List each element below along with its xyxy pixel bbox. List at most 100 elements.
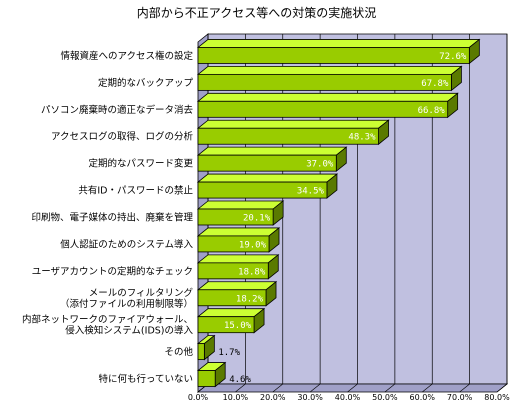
value-label: 15.0%	[224, 321, 252, 331]
category-label-line: 共有ID・パスワードの禁止	[78, 185, 193, 197]
chart-title: 内部から不正アクセス等への対策の実施状況	[136, 6, 377, 20]
bar-front	[197, 289, 267, 307]
bar-front	[197, 262, 269, 280]
bar-top	[196, 119, 390, 129]
floor-gridline	[309, 383, 321, 393]
bars: 72.6% 67.8% 66.8% 48.3% 37.0% 34.5% 20.1% 19.0%…	[196, 38, 481, 388]
bar-top	[196, 308, 266, 318]
category-label-line: アクセスログの取得、ログの分析	[51, 131, 194, 143]
bar: 1.7%	[196, 334, 241, 361]
x-tick-label: 40.0%	[335, 393, 361, 401]
category-labels: 情報資産へのアクセス権の設定定期的なバックアップパソコン廃棄時の適正なデータ消去…	[22, 50, 194, 385]
category-label-line: 侵入検知システム(IDS)の導入	[65, 325, 193, 337]
category-label-line: 印刷物、電子媒体の持出、廃棄を管理	[31, 212, 193, 224]
bar: 48.3%	[196, 119, 390, 146]
category-label: 定期的なパスワード変更	[88, 158, 193, 170]
bar-top	[196, 39, 481, 48]
value-label: 34.5%	[297, 187, 325, 197]
value-label: 1.7%	[218, 348, 240, 358]
bar: 34.5%	[196, 173, 339, 199]
floor-gridline	[422, 383, 433, 393]
value-label: 37.0%	[306, 160, 334, 170]
category-label-line: （添付ファイルの利用制限等）	[60, 298, 193, 310]
floor-gridline	[496, 383, 508, 393]
category-label: 個人認証のためのシステム導入	[60, 238, 193, 250]
category-label: 定期的なバックアップ	[98, 77, 194, 89]
bar-top	[196, 65, 463, 75]
category-label: 内部ネットワークのファイアウォール、侵入検知システム(IDS)の導入	[22, 314, 194, 337]
floor-gridline	[347, 383, 358, 393]
category-label: ユーザアカウントの定期的なチェック	[32, 265, 193, 277]
x-tick-label: 50.0%	[372, 393, 398, 401]
value-label: 4.6%	[229, 375, 251, 385]
value-label: 18.8%	[238, 267, 266, 277]
x-tick-labels: 0.0% 10.0% 20.0% 30.0% 40.0% 50.0% 60.0% 70.0% 8…	[188, 393, 510, 401]
value-label: 18.2%	[236, 294, 264, 304]
bar-top	[196, 227, 281, 237]
bar-front	[197, 181, 328, 199]
category-label-line: 特に何も行っていない	[98, 373, 193, 385]
value-label: 66.8%	[418, 106, 446, 116]
value-label: 19.0%	[239, 240, 267, 250]
x-tick-label: 20.0%	[260, 393, 286, 401]
x-tick-label: 10.0%	[223, 393, 249, 401]
category-label-line: その他	[164, 346, 193, 358]
x-tick-label: 60.0%	[410, 393, 436, 401]
category-label: パソコン廃棄時の適正なデータ消去	[41, 104, 194, 116]
category-label-line: 定期的なバックアップ	[98, 77, 194, 89]
x-tick-label: 0.0%	[188, 393, 209, 401]
bar: 66.8%	[196, 92, 459, 119]
bar: 18.8%	[196, 254, 280, 280]
bar: 4.6%	[196, 361, 251, 388]
floor-gridline	[272, 383, 283, 393]
bar-front	[197, 370, 216, 387]
category-label: その他	[164, 346, 193, 358]
value-label: 72.6%	[439, 52, 467, 62]
bar: 19.0%	[196, 227, 281, 253]
category-label-line: 定期的なパスワード変更	[88, 158, 193, 170]
bar-front	[197, 47, 470, 64]
bar-front	[197, 316, 255, 334]
bar-front	[197, 343, 205, 361]
bar-top	[196, 200, 285, 210]
x-tick-label: 30.0%	[297, 393, 323, 401]
bar-front	[197, 73, 452, 91]
category-label-line: メールのフィルタリング	[89, 287, 194, 299]
bar-top	[196, 281, 278, 291]
bar-front	[197, 208, 274, 226]
bar-front	[197, 100, 449, 118]
category-label-line: 情報資産へのアクセス権の設定	[60, 50, 193, 62]
bar-front	[197, 154, 337, 172]
floor-gridline	[459, 383, 470, 393]
bar-top	[196, 146, 348, 156]
bar: 20.1%	[196, 200, 285, 226]
category-label: 特に何も行っていない	[98, 373, 193, 385]
value-label: 48.3%	[348, 133, 376, 143]
x-tick-label: 80.0%	[484, 393, 510, 401]
bar: 18.2%	[196, 280, 278, 307]
bar: 67.8%	[196, 65, 463, 92]
category-label-line: パソコン廃棄時の適正なデータ消去	[41, 104, 194, 116]
category-label: メールのフィルタリング（添付ファイルの利用制限等）	[60, 287, 194, 310]
value-label: 67.8%	[421, 79, 449, 89]
bar-top	[196, 92, 459, 102]
bar-front	[197, 127, 379, 145]
category-label-line: 個人認証のためのシステム導入	[60, 238, 193, 250]
bar-top	[196, 254, 280, 264]
category-label: 情報資産へのアクセス権の設定	[60, 50, 193, 62]
bar: 72.6%	[196, 38, 481, 65]
bar-top	[196, 173, 339, 183]
bar: 37.0%	[196, 146, 348, 172]
bar: 15.0%	[196, 307, 266, 334]
bar-front	[197, 235, 270, 253]
category-label: 印刷物、電子媒体の持出、廃棄を管理	[31, 212, 193, 224]
value-label: 20.1%	[243, 214, 271, 224]
category-label: アクセスログの取得、ログの分析	[51, 131, 194, 143]
floor-gridline	[235, 383, 246, 393]
x-tick-label: 70.0%	[447, 393, 473, 401]
category-label: 共有ID・パスワードの禁止	[78, 185, 193, 197]
floor-gridline	[384, 383, 396, 393]
category-label-line: ユーザアカウントの定期的なチェック	[32, 265, 193, 277]
category-label-line: 内部ネットワークのファイアウォール、	[22, 314, 193, 326]
